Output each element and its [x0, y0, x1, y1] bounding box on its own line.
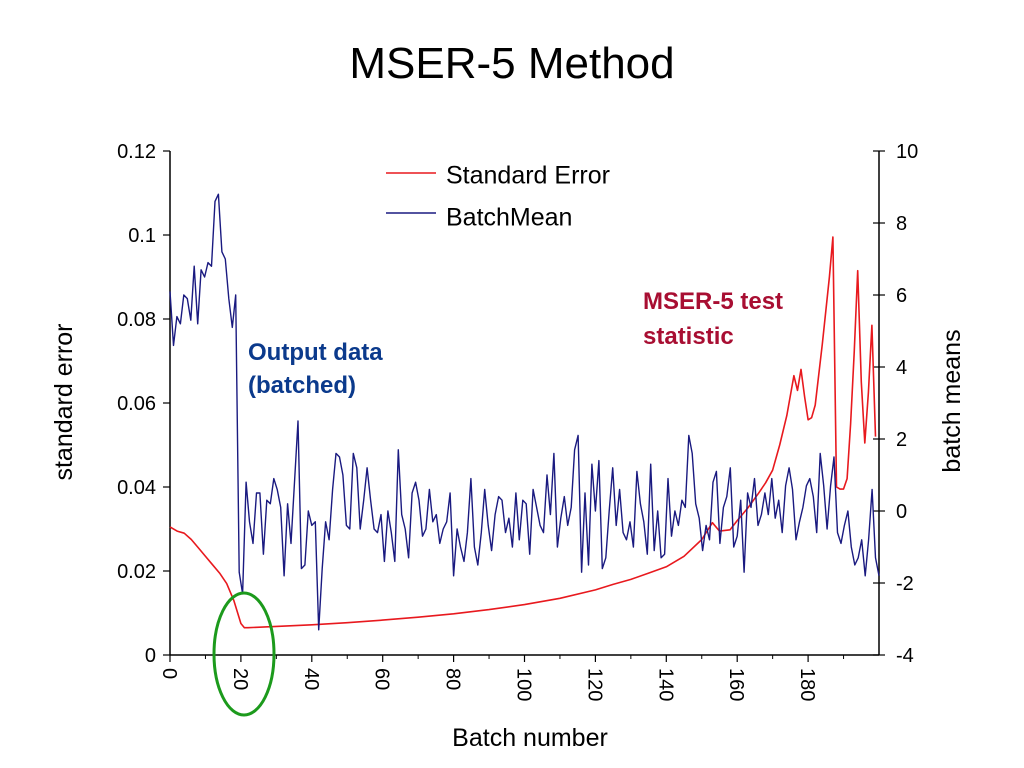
batch-mean-line	[169, 193, 880, 631]
x-tick-label: 100	[513, 668, 535, 701]
x-tick-label: 140	[654, 668, 676, 701]
x-tick-label: 120	[583, 668, 605, 701]
x-axis-title: Batch number	[452, 724, 608, 752]
right-y-tick-label: 2	[896, 429, 907, 451]
truncation-point-circle	[212, 591, 276, 717]
right-y-tick-label: -4	[896, 645, 914, 667]
annotations: Output data (batched) MSER-5 test statis…	[212, 288, 790, 717]
right-y-tick-label: 0	[896, 501, 907, 523]
left-y-tick-label: 0.02	[117, 561, 156, 583]
right-y-tick-label: 8	[896, 213, 907, 235]
x-tick-label: 40	[300, 668, 322, 690]
x-tick-label: 0	[158, 668, 180, 679]
chart-series	[169, 193, 880, 631]
left-y-tick-label: 0.08	[117, 309, 156, 331]
left-y-tick-label: 0.06	[117, 393, 156, 415]
x-tick-label: 180	[796, 668, 818, 701]
output-data-annotation-line-2: (batched)	[248, 372, 356, 399]
legend: Standard Error BatchMean	[386, 162, 610, 232]
legend-label-standard-error: Standard Error	[446, 162, 610, 190]
left-y-tick-label: 0	[145, 645, 156, 667]
x-tick-label: 60	[371, 668, 393, 690]
chart-title: MSER-5 Method	[349, 39, 674, 88]
x-tick-label: 20	[229, 668, 251, 690]
right-y-tick-label: 10	[896, 141, 918, 163]
mser5-statistic-annotation-line-2: statistic	[643, 323, 734, 350]
left-y-tick-label: 0.1	[128, 225, 156, 247]
mser5-statistic-annotation-line-1: MSER-5 test	[643, 288, 783, 315]
mser5-statistic-annotation: MSER-5 test statistic	[643, 288, 790, 350]
right-y-tick-label: 4	[896, 357, 907, 379]
right-y-axis-title: batch means	[938, 329, 966, 472]
x-tick-label: 160	[725, 668, 747, 701]
output-data-annotation-line-1: Output data	[248, 339, 383, 366]
right-y-tick-label: 6	[896, 285, 907, 307]
left-y-axis-title: standard error	[50, 323, 78, 480]
right-y-tick-label: -2	[896, 573, 914, 595]
x-tick-label: 80	[442, 668, 464, 690]
left-y-tick-label: 0.12	[117, 141, 156, 163]
output-data-annotation: Output data (batched)	[248, 339, 389, 399]
legend-label-batch-mean: BatchMean	[446, 204, 572, 232]
left-y-tick-label: 0.04	[117, 477, 156, 499]
